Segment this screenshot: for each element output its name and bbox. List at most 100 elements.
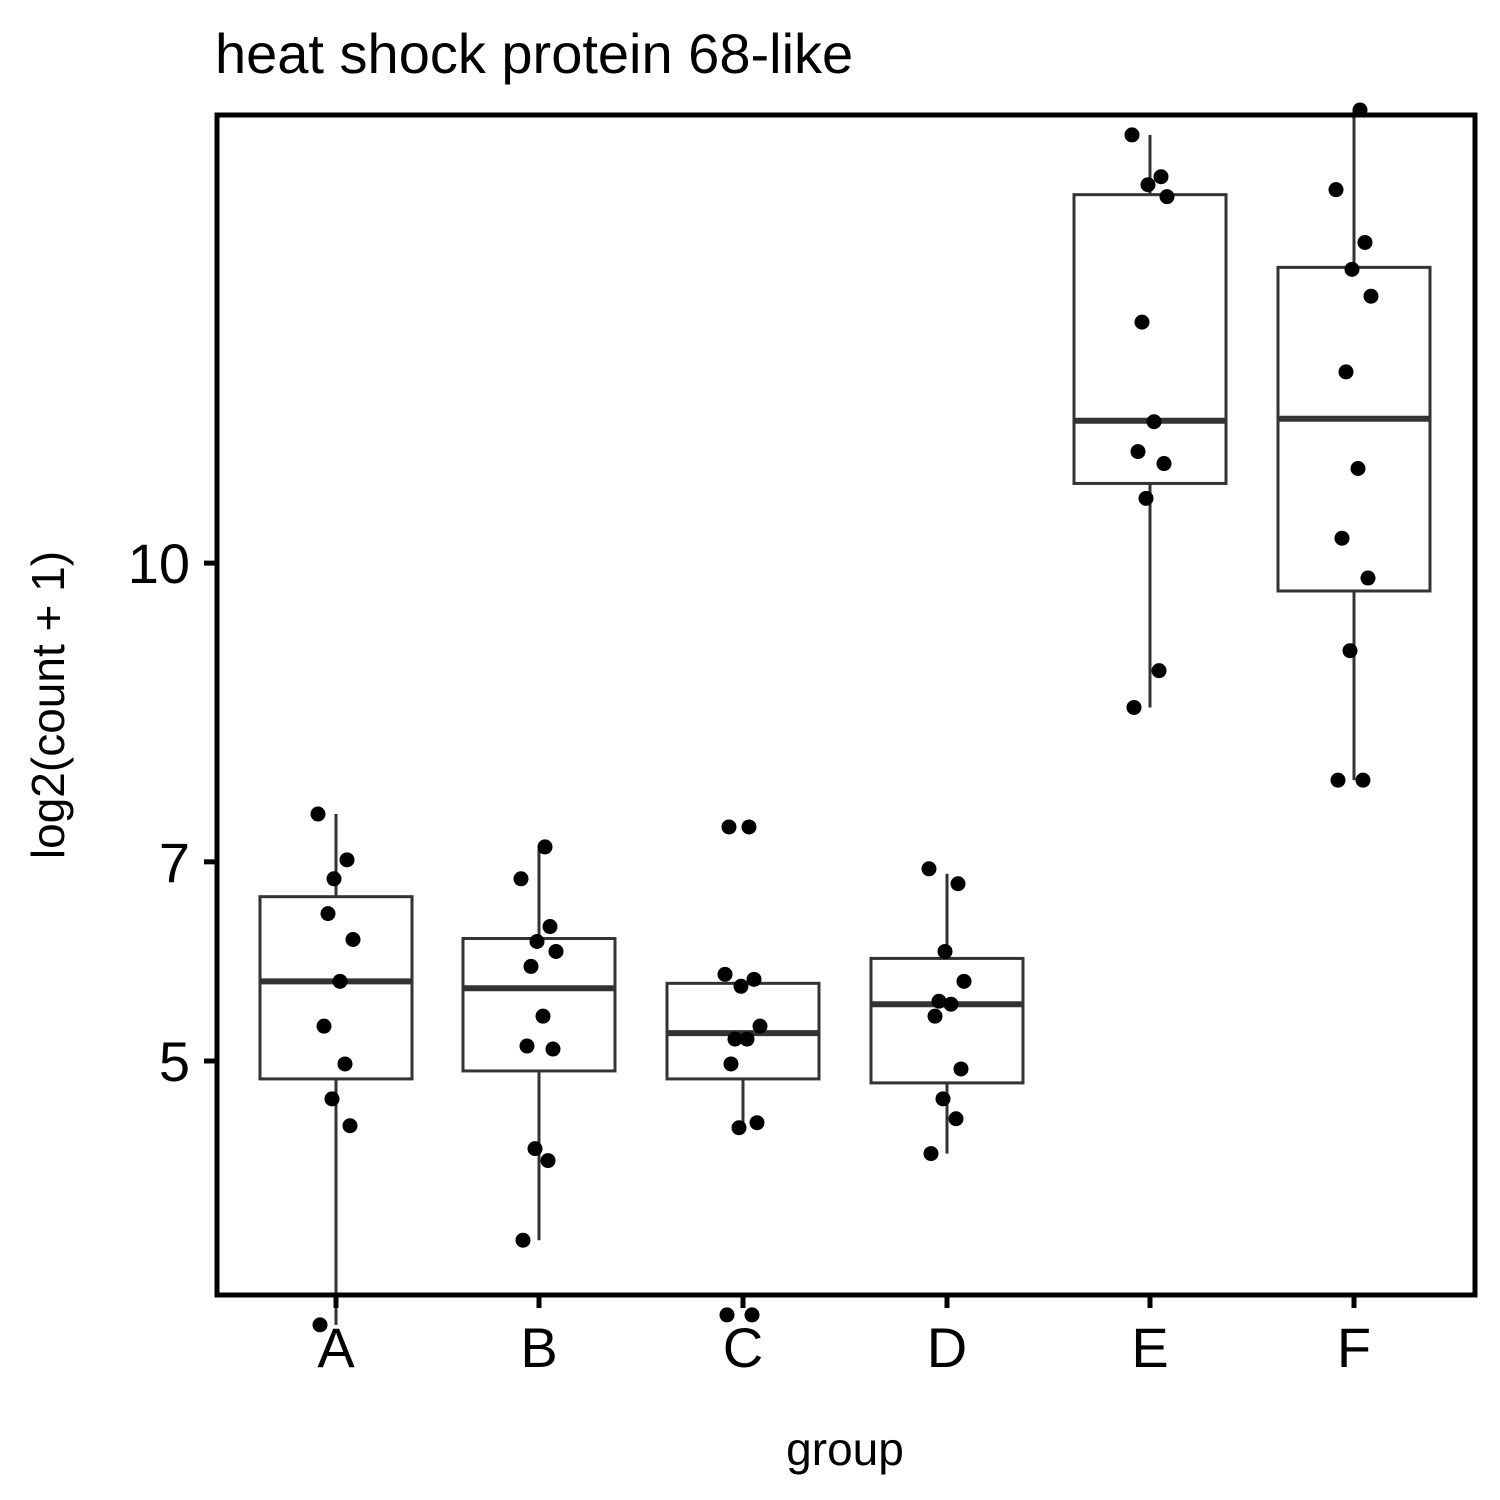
data-point [540, 1153, 556, 1169]
data-point [310, 806, 326, 822]
data-point [1138, 490, 1154, 506]
data-point [337, 1056, 353, 1072]
data-point [1363, 288, 1379, 304]
data-point [923, 1146, 939, 1162]
data-point [948, 1111, 964, 1127]
box-e [1072, 193, 1228, 485]
data-point [943, 996, 959, 1012]
data-point [1350, 461, 1366, 477]
data-point [339, 852, 355, 868]
data-point [1151, 663, 1167, 679]
data-point [1355, 772, 1371, 788]
data-point [752, 1018, 768, 1034]
data-point [342, 1118, 358, 1134]
data-point [717, 966, 733, 982]
data-point [1134, 314, 1150, 330]
data-point [320, 906, 336, 922]
data-point [927, 1008, 943, 1024]
data-point [1130, 444, 1146, 460]
data-point [746, 971, 762, 987]
data-point [548, 943, 564, 959]
data-point [523, 958, 539, 974]
data-point [719, 1307, 735, 1323]
data-point [741, 819, 757, 835]
data-point [527, 1141, 543, 1157]
plot-area [258, 102, 1432, 1333]
data-point [749, 1115, 765, 1131]
data-point [545, 1041, 561, 1057]
points-c [717, 819, 768, 1323]
axes: 5 7 10 A B C D E F [128, 532, 1371, 1379]
data-point [733, 978, 749, 994]
box-a [258, 895, 414, 1081]
data-point [537, 839, 553, 855]
data-point [1146, 414, 1162, 430]
box-group-f [1276, 110, 1432, 781]
data-point [324, 1091, 340, 1107]
points-b [513, 839, 564, 1248]
data-point [953, 1061, 969, 1077]
data-point [937, 943, 953, 959]
box-group-b [461, 848, 617, 1241]
points-e [1124, 127, 1175, 715]
box-group-e [1072, 134, 1228, 708]
x-tick-label: E [1131, 1316, 1168, 1379]
chart-title: heat shock protein 68-like [215, 22, 853, 85]
box-b [461, 937, 617, 1073]
data-point [721, 819, 737, 835]
box-d [869, 956, 1025, 1085]
points-d [921, 861, 972, 1162]
x-tick-label: F [1337, 1316, 1371, 1379]
x-axis-title: group [786, 1423, 904, 1475]
data-point [529, 933, 545, 949]
data-point [535, 1008, 551, 1024]
data-point [1159, 189, 1175, 205]
data-point [1344, 261, 1360, 277]
data-point [1338, 364, 1354, 380]
data-point [1140, 177, 1156, 193]
box-group-a [258, 814, 414, 1325]
data-point [727, 1031, 743, 1047]
data-point [1126, 699, 1142, 715]
data-point [950, 876, 966, 892]
data-point [1360, 570, 1376, 586]
data-point [515, 1232, 531, 1248]
data-point [921, 861, 937, 877]
data-point [731, 1120, 747, 1136]
data-point [1330, 772, 1346, 788]
points-a [310, 806, 361, 1333]
box-f [1276, 265, 1432, 593]
data-point [956, 973, 972, 989]
y-tick-label: 10 [128, 532, 190, 595]
box-group-d [869, 873, 1025, 1154]
data-point [345, 932, 361, 948]
x-tick-label: D [927, 1316, 967, 1379]
data-point [332, 973, 348, 989]
box-group-c [665, 981, 821, 1128]
x-tick-label: A [317, 1316, 355, 1379]
data-point [1328, 182, 1344, 198]
data-point [723, 1056, 739, 1072]
data-point [935, 1091, 951, 1107]
data-point [1153, 169, 1169, 185]
y-axis-title: log2(count + 1) [22, 551, 74, 859]
data-point [1334, 530, 1350, 546]
data-point [519, 1038, 535, 1054]
data-point [513, 871, 529, 887]
data-point [1124, 127, 1140, 143]
data-point [931, 993, 947, 1009]
data-point [312, 1317, 328, 1333]
x-tick-label: C [723, 1316, 763, 1379]
x-tick-label: B [520, 1316, 557, 1379]
y-tick-label: 7 [159, 831, 190, 894]
data-point [744, 1307, 760, 1323]
data-point [739, 1031, 755, 1047]
plot-frame [214, 112, 1478, 1298]
y-tick-label: 5 [159, 1030, 190, 1093]
data-point [1342, 643, 1358, 659]
data-point [542, 919, 558, 935]
data-point [316, 1018, 332, 1034]
data-point [1156, 456, 1172, 472]
data-point [326, 871, 342, 887]
